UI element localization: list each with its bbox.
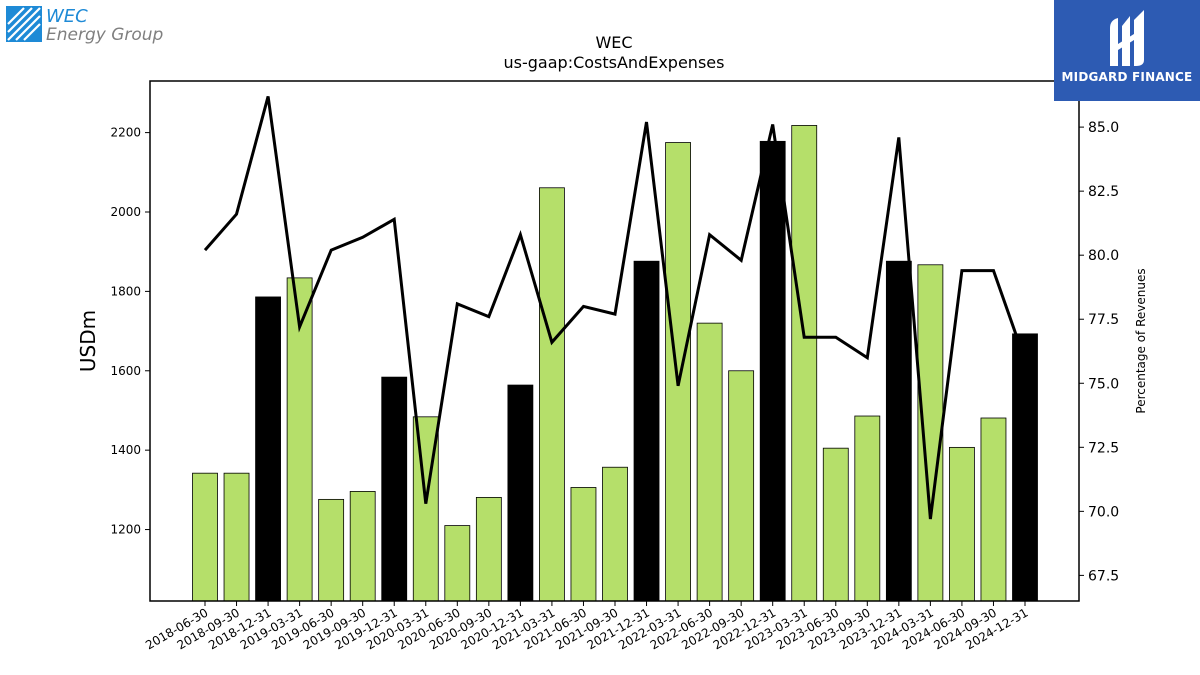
chart-subtitle: us-gaap:CostsAndExpenses xyxy=(504,53,725,72)
y2-tick-label-85: 85.0 xyxy=(1088,120,1119,136)
x-axis: 2018-06-302018-09-302018-12-312019-03-31… xyxy=(143,601,1031,652)
bar-2019-06-30 xyxy=(318,498,345,602)
y-tick-label-1200: 1200 xyxy=(110,523,141,537)
bar-2022-06-30 xyxy=(696,322,723,602)
bar-2021-06-30 xyxy=(570,487,597,602)
bar-2024-06-30 xyxy=(949,446,975,602)
midgard-brand-name: MIDGARD FINANCE xyxy=(1061,70,1193,84)
y2-tick-label-70: 70.0 xyxy=(1088,504,1119,520)
bar-2018-12-31 xyxy=(255,296,281,602)
y-tick-label-1600: 1600 xyxy=(110,364,141,378)
y2-tick-label-75: 75.0 xyxy=(1088,376,1119,392)
y-tick-label-1800: 1800 xyxy=(110,284,141,298)
bar-2020-12-31 xyxy=(507,384,534,602)
bar-2021-09-30 xyxy=(602,466,628,602)
bar-2022-09-30 xyxy=(728,370,755,602)
wec-logo-line1: WEC xyxy=(46,6,88,27)
bar-2023-03-31 xyxy=(791,125,818,602)
y-tick-label-2000: 2000 xyxy=(110,205,141,219)
y2-tick-label-77.5: 77.5 xyxy=(1088,312,1119,328)
midgard-emblem-icon xyxy=(1110,10,1144,66)
bar-2022-12-31 xyxy=(759,140,786,602)
y-tick-label-2200: 2200 xyxy=(110,126,141,140)
y2-tick-label-80: 80.0 xyxy=(1088,248,1119,264)
line-layer xyxy=(203,96,1027,520)
bar-2022-03-31 xyxy=(665,142,691,602)
bar-2019-12-31 xyxy=(381,376,408,602)
bar-2018-09-30 xyxy=(223,472,250,602)
bar-2020-06-30 xyxy=(444,525,471,602)
y-axis-label-left: USDm xyxy=(76,310,100,372)
bar-2019-09-30 xyxy=(349,491,376,602)
percentage-of-revenues-line xyxy=(203,96,1027,520)
chart-title: WEC xyxy=(595,33,632,52)
y-tick-label-1400: 1400 xyxy=(110,443,141,457)
bar-2023-12-31 xyxy=(885,260,912,602)
y-axis-label-right: Percentage of Revenues xyxy=(1134,268,1148,413)
bar-2024-09-30 xyxy=(980,417,1007,602)
y-axis-right: 67.5 70.0 72.5 75.0 77.5 80.0 82.5 85.0 xyxy=(1079,120,1119,584)
midgard-finance-logo: MIDGARD FINANCE xyxy=(1054,0,1200,101)
bar-2024-12-31 xyxy=(1012,333,1038,602)
y2-tick-label-72.5: 72.5 xyxy=(1088,440,1119,456)
y-axis-left: 1200 1400 1600 1800 2000 2200 xyxy=(110,126,150,537)
bar-2020-09-30 xyxy=(475,496,502,602)
bar-group xyxy=(192,125,1038,602)
wec-logo: WEC Energy Group xyxy=(6,6,166,46)
bar-2024-03-31 xyxy=(917,264,944,602)
bar-2023-06-30 xyxy=(822,447,849,602)
y2-tick-label-67.5: 67.5 xyxy=(1088,568,1119,584)
bar-2021-12-31 xyxy=(633,260,660,602)
bar-2018-06-30 xyxy=(192,472,218,602)
y2-tick-label-82.5: 82.5 xyxy=(1088,184,1119,200)
wec-logo-line2: Energy Group xyxy=(46,25,164,45)
bar-2021-03-31 xyxy=(539,187,565,602)
bar-2019-03-31 xyxy=(286,277,313,602)
wec-logo-icon xyxy=(6,6,42,42)
bar-2023-09-30 xyxy=(854,415,881,602)
